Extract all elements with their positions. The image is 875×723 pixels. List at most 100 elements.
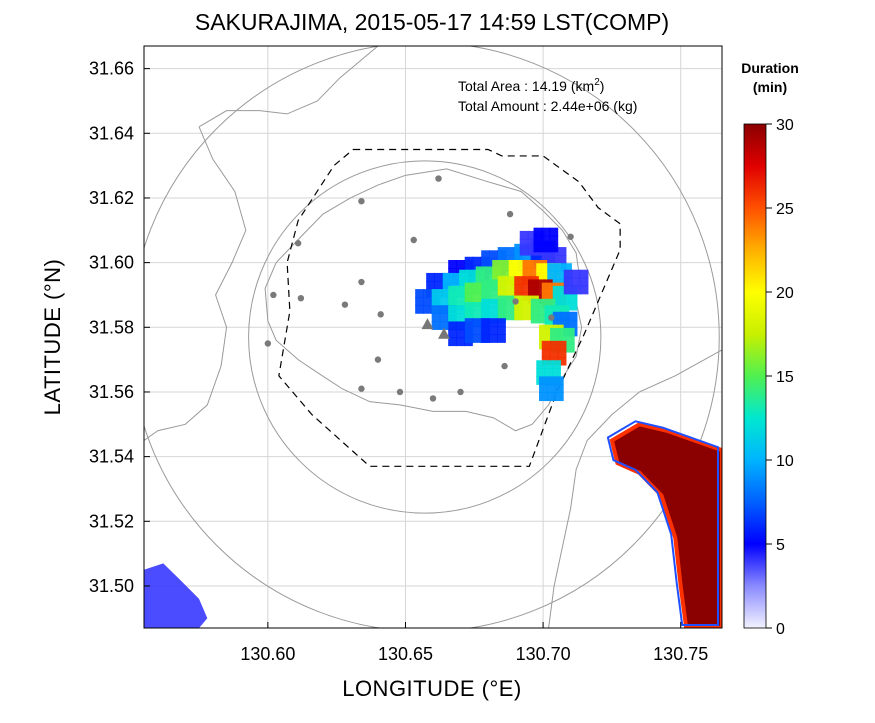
ash-cell [541, 243, 551, 253]
colorbar-tick-label: 10 [776, 453, 794, 470]
ash-cell [497, 254, 507, 264]
ash-cell [530, 306, 540, 316]
ash-cell [481, 287, 491, 297]
ash-cell [535, 287, 545, 297]
kagoshima-coastline [144, 126, 247, 441]
ash-cell [514, 295, 524, 305]
ash-cell [415, 297, 424, 306]
ash-cell [467, 269, 476, 279]
ash-cell [557, 327, 567, 337]
y-tick-label: 31.66 [89, 59, 134, 79]
ash-cell [546, 298, 556, 308]
ash-cell [423, 297, 432, 306]
ash-cell [514, 251, 524, 261]
total-area-annotation: Total Area : 14.19 (km2) [458, 77, 604, 94]
ash-cell [530, 298, 540, 308]
ash-cell [563, 269, 573, 279]
ash-cell [464, 256, 474, 266]
ash-cell [522, 276, 531, 285]
ash-cell [472, 334, 482, 343]
station-marker [358, 198, 365, 205]
ash-cell [530, 267, 540, 277]
plot-frame [143, 45, 723, 629]
ash-cell [472, 256, 482, 266]
ash-cell [505, 311, 515, 321]
ash-cell [536, 360, 546, 370]
ash-duration-cells [144, 227, 722, 628]
ash-cell [497, 303, 507, 313]
colorbar-title-line2: (min) [753, 79, 787, 95]
ash-cell [527, 246, 537, 256]
ash-cell [497, 334, 506, 343]
station-marker [358, 278, 365, 286]
ash-cell [489, 326, 498, 335]
colorbar-bar [743, 123, 767, 629]
ash-cell [519, 246, 529, 256]
range-circles [144, 46, 720, 628]
ash-cell [552, 305, 562, 315]
ash-cell [431, 305, 441, 315]
osumi-coastline [548, 349, 722, 628]
y-tick-label: 31.62 [89, 188, 134, 208]
ash-cell [539, 384, 548, 394]
ash-cell [579, 285, 589, 295]
ash-cell [527, 238, 537, 248]
x-tick-label: 130.70 [516, 644, 571, 664]
station-marker [567, 233, 574, 240]
x-tick-label: 130.65 [378, 644, 433, 664]
ash-cell [514, 243, 524, 253]
ash-cell [508, 267, 518, 277]
ash-cell [571, 269, 581, 279]
chart-title: SAKURAJIMA, 2015-05-17 14:59 LST(COMP) [195, 9, 669, 35]
ash-cell [483, 266, 493, 276]
ash-cell [522, 260, 532, 269]
ash-cell [549, 243, 559, 253]
ash-cell [528, 287, 537, 297]
ash-cell [450, 280, 460, 290]
ash-cell [481, 306, 491, 316]
ash-cell [481, 318, 491, 328]
ash-cell [533, 235, 543, 245]
ash-cell [541, 348, 551, 358]
ash-cell [533, 227, 543, 237]
ash-cell [541, 290, 551, 300]
ash-cell [552, 293, 562, 303]
station-marker [548, 314, 555, 321]
ash-cell [568, 301, 578, 311]
ash-cell [519, 238, 529, 248]
ash-cell [552, 319, 562, 329]
ash-cell [541, 235, 551, 245]
ash-cell [472, 309, 482, 319]
ash-cell [514, 284, 524, 293]
ash-cell [481, 250, 491, 260]
southeast-plume-edge [606, 420, 719, 626]
ash-cell [560, 293, 570, 303]
ash-cell [497, 326, 506, 335]
ash-cell [552, 285, 562, 295]
ash-cell [514, 311, 524, 321]
southwest-patch [144, 563, 208, 628]
ash-cell [505, 284, 515, 293]
ash-cell [536, 263, 546, 273]
ash-cell [544, 360, 554, 370]
ash-cell [516, 260, 526, 269]
ash-cell [456, 293, 465, 303]
ash-cell [505, 276, 515, 285]
ash-cell [541, 254, 551, 264]
vent-triangle [421, 318, 434, 330]
ash-cell [560, 311, 570, 321]
vent-markers [421, 318, 451, 339]
ash-cell [522, 251, 531, 261]
colorbar-tick-label: 30 [776, 117, 794, 134]
ash-cell [539, 324, 548, 334]
ash-cell [439, 289, 449, 298]
range-circle [144, 46, 720, 628]
ash-cell [527, 230, 537, 240]
ash-cell [579, 269, 589, 279]
ash-cell [505, 295, 515, 305]
ash-cell [456, 305, 465, 315]
ash-cell [448, 267, 458, 277]
ash-cell [539, 392, 548, 402]
ash-cell [431, 321, 441, 330]
